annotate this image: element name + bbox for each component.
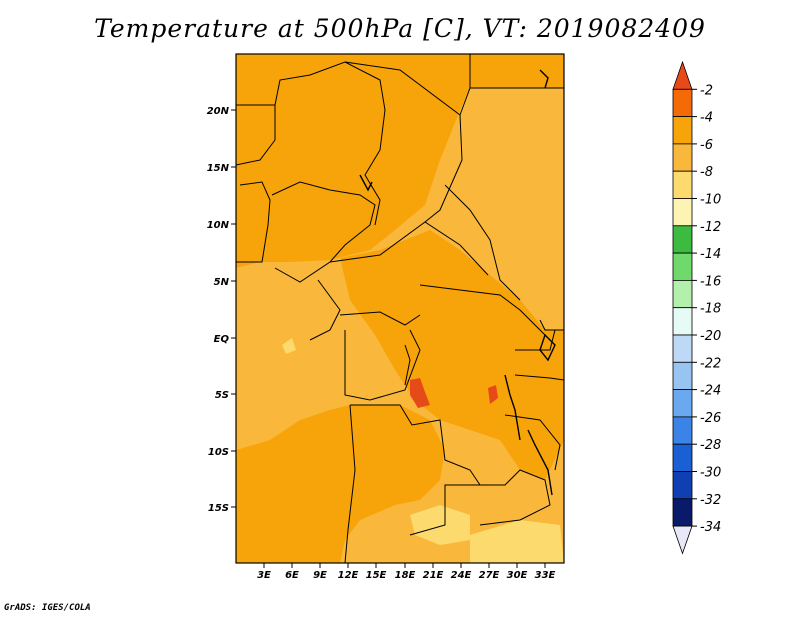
colorbar-segment — [672, 279, 693, 309]
colorbar-label: -26 — [700, 411, 721, 426]
lat-label: 15N — [207, 163, 230, 174]
lat-label: 5S — [215, 390, 229, 401]
lon-label: 9E — [313, 570, 327, 581]
credit-label: GrADS: IGES/COLA — [4, 603, 91, 613]
colorbar-label: -4 — [700, 111, 713, 126]
colorbar-label: -14 — [700, 247, 721, 262]
colorbar-segment — [672, 60, 693, 90]
colorbar-label: -20 — [700, 329, 721, 344]
map-frame — [235, 53, 565, 564]
latitude-axis — [231, 109, 236, 508]
colorbar-segment — [672, 525, 693, 555]
lat-label: 5N — [214, 277, 230, 288]
colorbar-label: -28 — [700, 438, 721, 453]
lon-label: 30E — [507, 570, 528, 581]
colorbar-label: -32 — [700, 493, 721, 508]
lon-label: 12E — [338, 570, 359, 581]
colorbar-label: -2 — [700, 83, 713, 98]
colorbar-label: -6 — [700, 138, 713, 153]
lakes — [359, 69, 556, 496]
lon-label: 18E — [395, 570, 416, 581]
colorbar-segment — [672, 198, 693, 227]
lat-label: 10N — [207, 220, 230, 231]
colorbar-segment — [672, 225, 693, 254]
colorbar-label: -16 — [700, 274, 721, 289]
colorbar-label: -8 — [700, 165, 713, 180]
lon-label: 6E — [285, 570, 299, 581]
colorbar-label: -18 — [700, 302, 721, 317]
lat-label: 20N — [207, 106, 230, 117]
country-borders — [235, 54, 565, 564]
colorbar-segment — [672, 170, 693, 199]
colorbar-segment — [672, 361, 693, 390]
map-title: Temperature at 500hPa [C], VT: 201908240… — [94, 14, 706, 43]
colorbar-segment — [672, 143, 693, 172]
lon-label: 24E — [451, 570, 472, 581]
colorbar-label: -34 — [700, 520, 721, 535]
colorbar-segment — [672, 389, 693, 418]
lat-label: EQ — [214, 334, 230, 345]
colorbar-label: -24 — [700, 384, 721, 399]
colorbar-segment — [672, 334, 693, 363]
colorbar-segment — [672, 498, 693, 527]
lon-label: 15E — [366, 570, 387, 581]
colorbar-label: -10 — [700, 193, 721, 208]
colorbar-label: -22 — [700, 356, 721, 371]
longitude-labels: 3E 6E 9E 12E 15E 18E 21E 24E 27E 30E 33E — [257, 570, 555, 581]
colorbar-segment — [672, 116, 693, 145]
hot-spots — [410, 378, 498, 408]
colorbar-segment — [672, 88, 693, 118]
lon-label: 33E — [535, 570, 556, 581]
colorbar: -2 -4 -6 -8 -10 -12 -14 -16 -18 -20 -22 -24 -26 -28 -3… — [672, 60, 721, 555]
colorbar-segment — [672, 252, 693, 281]
latitude-labels: 20N 15N 10N 5N EQ 5S 10S 15S — [207, 106, 230, 514]
colorbar-label: -30 — [700, 466, 721, 481]
colorbar-segment — [672, 443, 693, 472]
cool-regions — [282, 338, 564, 563]
longitude-axis — [263, 563, 546, 568]
colorbar-label: -12 — [700, 220, 721, 235]
colorbar-segment — [672, 471, 693, 500]
lat-label: 10S — [208, 447, 229, 458]
colorbar-segment — [672, 307, 693, 336]
colorbar-segment — [672, 416, 693, 445]
map-panel — [235, 53, 565, 564]
lon-label: 27E — [479, 570, 500, 581]
warm-regions — [236, 54, 564, 563]
lon-label: 21E — [423, 570, 444, 581]
lon-label: 3E — [257, 570, 271, 581]
lat-label: 15S — [208, 503, 229, 514]
